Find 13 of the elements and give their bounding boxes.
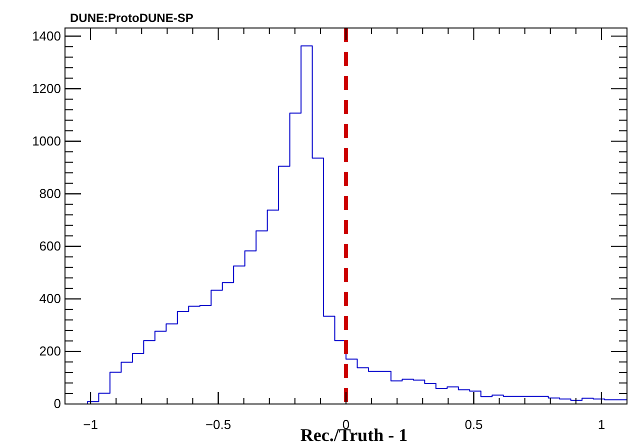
y-tick-label: 800 [39,186,61,201]
y-tick-label: 400 [39,291,61,306]
x-tick-label: −1 [83,417,98,432]
y-tick-label: 200 [39,344,61,359]
chart-title: DUNE:ProtoDUNE-SP [70,11,194,25]
x-tick-label: −0.5 [205,417,232,432]
y-tick-label: 1400 [32,28,61,44]
y-tick-label: 600 [39,238,61,254]
y-tick-label: 1000 [32,133,61,148]
y-tick-label: 1200 [32,80,61,96]
y-tick-label: 0 [54,396,61,412]
x-tick-label: 0.5 [464,417,483,432]
x-tick-label: 1 [598,417,606,432]
